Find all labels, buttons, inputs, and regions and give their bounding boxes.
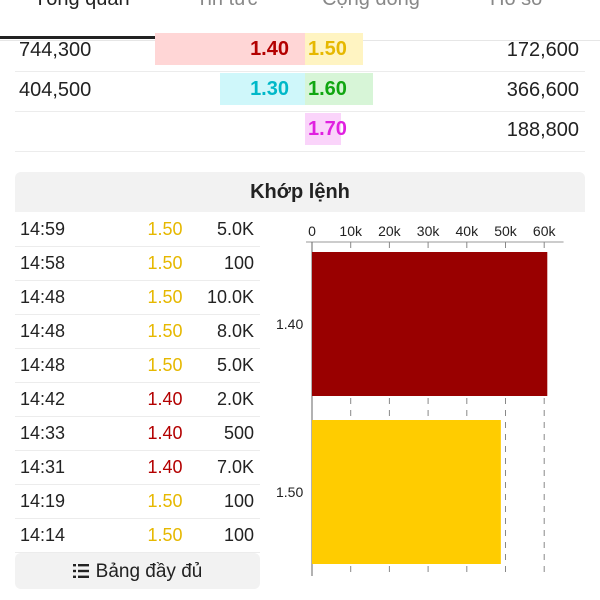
ask-volume-bar bbox=[305, 113, 341, 145]
trade-volume: 5.0K bbox=[216, 355, 254, 375]
trade-row: 14:31 1.40 7.0K bbox=[15, 450, 260, 485]
trade-price: 1.50 bbox=[147, 287, 183, 307]
trade-price: 1.40 bbox=[147, 457, 183, 477]
x-tick-label: 20k bbox=[378, 223, 402, 239]
trade-row: 14:48 1.50 8.0K bbox=[15, 314, 260, 349]
trade-volume: 100 bbox=[223, 491, 254, 511]
trade-row: 14:48 1.50 5.0K bbox=[15, 348, 260, 383]
trade-row: 14:58 1.50 100 bbox=[15, 246, 260, 281]
x-tick-label: 30k bbox=[417, 223, 441, 239]
trade-price: 1.50 bbox=[147, 321, 183, 341]
trade-row: 14:19 1.50 100 bbox=[15, 484, 260, 519]
trade-time: 14:48 bbox=[20, 355, 66, 375]
category-label: 1.40 bbox=[276, 316, 303, 332]
trade-price: 1.50 bbox=[147, 491, 183, 511]
trade-row: 14:42 1.40 2.0K bbox=[15, 382, 260, 417]
trade-row: 14:33 1.40 500 bbox=[15, 416, 260, 451]
trade-time: 14:59 bbox=[20, 219, 66, 239]
trade-time: 14:33 bbox=[20, 423, 66, 443]
trade-volume: 500 bbox=[223, 423, 254, 443]
x-tick-label: 40k bbox=[456, 223, 480, 239]
ask-volume: 188,800 bbox=[506, 119, 579, 141]
volume-by-price-chart: 0 10k 20k 30k 40k 50k 60k 1.40 1.50 bbox=[276, 223, 564, 576]
bid-price: 1.40 bbox=[250, 38, 289, 60]
full-table-button[interactable]: Bảng đầy đủ bbox=[15, 553, 260, 589]
trade-volume: 2.0K bbox=[216, 389, 254, 409]
x-tick-label: 60k bbox=[533, 223, 557, 239]
bid-volume: 744,300 bbox=[19, 39, 92, 61]
active-tab-indicator bbox=[0, 36, 163, 39]
tab-community[interactable]: Cộng đồng bbox=[322, 0, 420, 11]
ask-price: 1.70 bbox=[308, 118, 347, 140]
trade-volume: 8.0K bbox=[216, 321, 254, 341]
trade-time: 14:14 bbox=[20, 525, 66, 545]
trade-time: 14:48 bbox=[20, 321, 66, 341]
trade-price: 1.50 bbox=[147, 525, 183, 545]
order-book-row: 404,500 1.30 1.60 366,600 bbox=[15, 71, 585, 112]
tab-overview[interactable]: Tổng quan bbox=[34, 0, 130, 11]
match-section-header: Khớp lệnh bbox=[15, 172, 585, 212]
tab-news[interactable]: Tin tức bbox=[196, 0, 258, 11]
match-title: Khớp lệnh bbox=[250, 181, 350, 203]
trade-row: 14:48 1.50 10.0K bbox=[15, 280, 260, 315]
ask-price: 1.50 bbox=[308, 38, 347, 60]
trade-price: 1.40 bbox=[147, 389, 183, 409]
bid-volume: 404,500 bbox=[19, 79, 92, 101]
ask-volume: 172,600 bbox=[506, 39, 579, 61]
bar-1.50 bbox=[312, 420, 501, 564]
list-icon bbox=[72, 564, 89, 578]
bar-1.40 bbox=[312, 252, 548, 396]
trade-time: 14:31 bbox=[20, 457, 66, 477]
ask-price: 1.60 bbox=[308, 78, 347, 100]
trade-volume: 100 bbox=[223, 253, 254, 273]
trade-row: 14:14 1.50 100 bbox=[15, 518, 260, 553]
tab-profile[interactable]: Hồ sơ bbox=[490, 0, 544, 11]
full-table-button-content: Bảng đầy đủ bbox=[15, 561, 260, 583]
bid-volume-bar bbox=[220, 73, 309, 105]
x-tick-label: 0 bbox=[308, 223, 316, 239]
order-book-row: 1.70 188,800 bbox=[15, 111, 585, 152]
trade-price: 1.50 bbox=[147, 253, 183, 273]
trade-time: 14:58 bbox=[20, 253, 66, 273]
category-label: 1.50 bbox=[276, 484, 303, 500]
trade-time: 14:19 bbox=[20, 491, 66, 511]
trade-volume: 5.0K bbox=[216, 219, 254, 239]
trade-time: 14:48 bbox=[20, 287, 66, 307]
trade-volume: 10.0K bbox=[206, 287, 254, 307]
trade-price: 1.40 bbox=[147, 423, 183, 443]
ask-volume-bar bbox=[305, 73, 373, 105]
trade-price: 1.50 bbox=[147, 355, 183, 375]
trade-volume: 100 bbox=[223, 525, 254, 545]
trade-price: 1.50 bbox=[147, 219, 183, 239]
trade-time: 14:42 bbox=[20, 389, 66, 409]
x-tick-label: 50k bbox=[494, 223, 518, 239]
trade-volume: 7.0K bbox=[216, 457, 254, 477]
trade-row: 14:59 1.50 5.0K bbox=[15, 212, 260, 247]
bid-price: 1.30 bbox=[250, 78, 289, 100]
full-table-label: Bảng đầy đủ bbox=[95, 561, 203, 582]
x-tick-label: 10k bbox=[339, 223, 363, 239]
ask-volume: 366,600 bbox=[506, 79, 579, 101]
order-book-row: 744,300 1.40 1.50 172,600 bbox=[15, 31, 585, 72]
bid-volume-bar bbox=[155, 33, 309, 65]
ask-volume-bar bbox=[305, 33, 363, 65]
